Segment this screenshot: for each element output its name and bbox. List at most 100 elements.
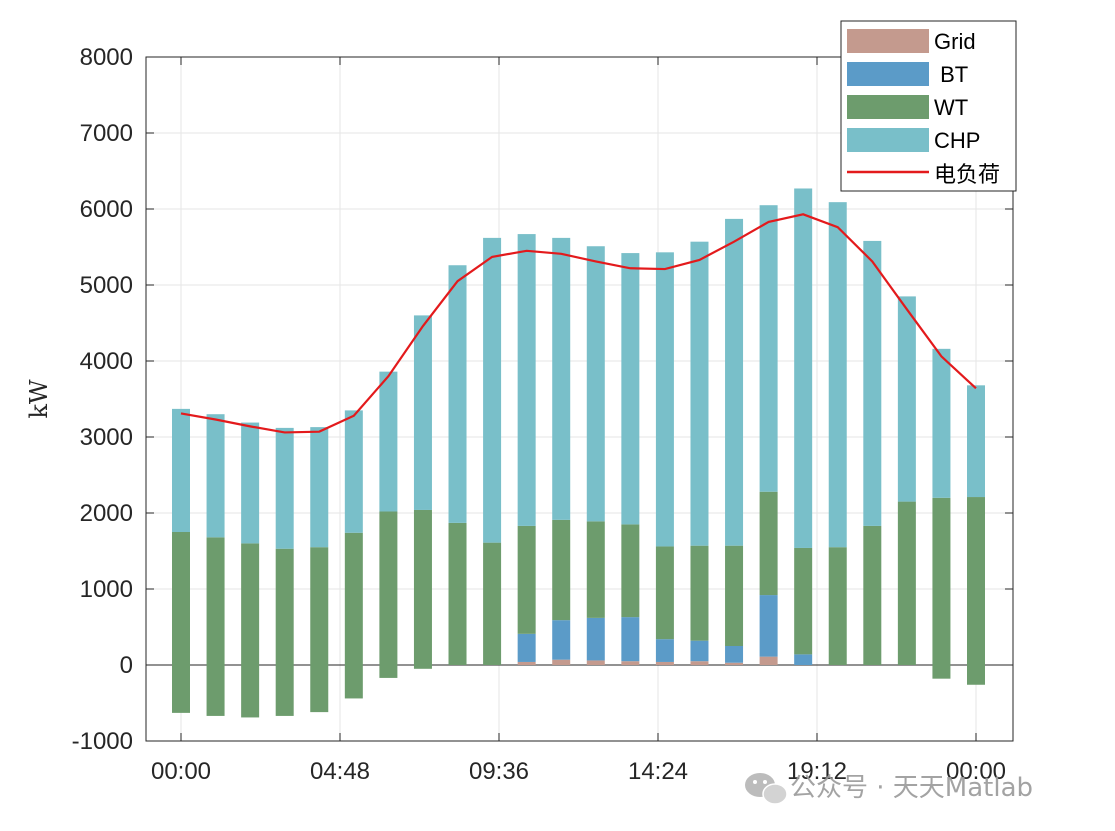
bar-wt bbox=[655, 546, 674, 640]
bar-wt bbox=[206, 537, 225, 665]
bar-wt-negative bbox=[413, 665, 432, 669]
bar-wt bbox=[241, 543, 260, 665]
bar-grid bbox=[517, 661, 536, 665]
bar-chp bbox=[344, 410, 363, 533]
axis-ticks: -1000 0 1000 2000 3000 4000 5000 6000 7000 8000 00… bbox=[72, 44, 1013, 785]
bar-wt bbox=[863, 525, 882, 665]
bar-chp bbox=[172, 408, 190, 532]
y-tick-label: 7000 bbox=[80, 120, 133, 147]
bar-wt bbox=[725, 545, 744, 646]
bar-chp bbox=[275, 427, 294, 549]
bar-bt bbox=[759, 595, 778, 657]
bar-wt bbox=[483, 542, 502, 665]
legend-label-chp: CHP bbox=[934, 128, 980, 153]
bar-wt bbox=[828, 547, 847, 665]
bar-wt bbox=[552, 519, 571, 621]
bars bbox=[172, 188, 985, 718]
bar-wt-negative bbox=[310, 665, 329, 713]
x-tick-label: 00:00 bbox=[151, 758, 211, 785]
bar-bt bbox=[517, 633, 536, 662]
bar-chp bbox=[655, 252, 674, 547]
bar-bt bbox=[586, 617, 605, 661]
bar-wt-negative bbox=[379, 665, 398, 678]
watermark-text: 公众号 · 天天Matlab bbox=[790, 773, 1033, 803]
legend-label-load: 电负荷 bbox=[934, 162, 1000, 187]
bar-chp bbox=[586, 246, 605, 522]
bar-wt-negative bbox=[932, 665, 951, 679]
bar-wt bbox=[172, 532, 190, 665]
x-tick-label: 04:48 bbox=[310, 758, 370, 785]
bar-chp bbox=[310, 427, 329, 548]
bar-chp bbox=[897, 296, 916, 502]
bar-chp bbox=[483, 237, 502, 543]
bar-wt bbox=[586, 521, 605, 618]
legend-swatch-wt bbox=[847, 95, 929, 119]
bar-bt bbox=[690, 640, 709, 662]
bar-wt bbox=[413, 509, 432, 665]
bar-wt bbox=[310, 547, 329, 665]
y-tick-label: 4000 bbox=[80, 348, 133, 375]
bar-chp bbox=[725, 218, 744, 546]
bar-wt-negative bbox=[241, 665, 260, 718]
x-tick-label: 00:00 bbox=[946, 758, 1006, 785]
bar-grid bbox=[655, 661, 674, 665]
legend-label-bt: BT bbox=[934, 62, 968, 87]
bar-wt bbox=[344, 532, 363, 665]
bar-grid bbox=[586, 660, 605, 665]
bar-wt-negative bbox=[344, 665, 363, 699]
bar-grid bbox=[759, 656, 778, 665]
bar-chp bbox=[690, 241, 709, 546]
legend-swatch-grid bbox=[847, 29, 929, 53]
y-tick-label: 3000 bbox=[80, 424, 133, 451]
bar-wt bbox=[897, 501, 916, 665]
bar-wt bbox=[759, 491, 778, 596]
bar-chp bbox=[967, 385, 985, 498]
bar-grid bbox=[690, 661, 709, 665]
bar-chp bbox=[552, 237, 571, 520]
bar-chp bbox=[932, 348, 951, 498]
bar-wt bbox=[932, 497, 951, 665]
bar-chp bbox=[379, 371, 398, 512]
x-tick-label: 14:24 bbox=[628, 758, 688, 785]
bar-wt bbox=[275, 548, 294, 665]
bar-chp bbox=[206, 414, 225, 538]
bar-wt bbox=[448, 522, 467, 665]
bar-chp bbox=[759, 205, 778, 492]
bar-chp bbox=[413, 315, 432, 510]
y-tick-label: 6000 bbox=[80, 196, 133, 223]
y-axis-label: kW bbox=[25, 379, 53, 419]
bar-chp bbox=[517, 234, 536, 526]
load-line bbox=[180, 213, 977, 434]
legend-label-grid: Grid bbox=[934, 29, 976, 54]
bar-wt bbox=[794, 547, 813, 655]
bar-wt bbox=[517, 525, 536, 634]
y-tick-label: 0 bbox=[120, 652, 133, 679]
x-tick-label: 19:12 bbox=[787, 758, 847, 785]
wechat-icon bbox=[745, 773, 788, 805]
bar-chp bbox=[828, 202, 847, 548]
bar-bt bbox=[725, 646, 744, 663]
plot-frame bbox=[145, 56, 1014, 742]
y-tick-label: -1000 bbox=[72, 728, 133, 755]
bar-wt bbox=[621, 524, 640, 618]
bar-grid bbox=[725, 662, 744, 665]
bar-grid bbox=[552, 659, 571, 665]
legend-swatch-bt bbox=[847, 62, 929, 86]
bar-bt bbox=[655, 639, 674, 662]
bar-bt bbox=[552, 620, 571, 660]
bar-bt bbox=[794, 654, 813, 665]
watermark: 公众号 · 天天Matlab bbox=[745, 773, 1033, 805]
bar-chp bbox=[448, 265, 467, 523]
x-tick-label: 09:36 bbox=[469, 758, 529, 785]
y-tick-label: 1000 bbox=[80, 576, 133, 603]
bar-chp bbox=[621, 253, 640, 525]
bar-bt bbox=[621, 617, 640, 662]
legend-label-wt: WT bbox=[934, 95, 968, 120]
legend: Grid BT WT CHP 电负荷 bbox=[840, 20, 1017, 192]
bar-wt bbox=[379, 511, 398, 665]
bar-grid bbox=[621, 661, 640, 665]
bar-chp bbox=[241, 422, 260, 544]
bar-wt-negative bbox=[275, 665, 294, 716]
bar-chp bbox=[863, 240, 882, 526]
